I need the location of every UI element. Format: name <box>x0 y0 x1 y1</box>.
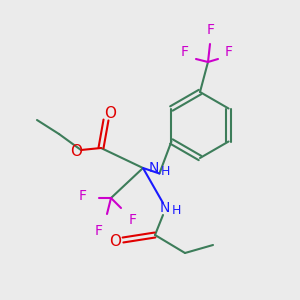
Text: F: F <box>181 45 189 59</box>
Text: H: H <box>171 203 181 217</box>
Text: N: N <box>149 161 159 175</box>
Text: F: F <box>207 23 215 37</box>
Text: O: O <box>104 106 116 122</box>
Text: N: N <box>160 201 170 215</box>
Text: O: O <box>109 233 121 248</box>
Text: F: F <box>95 224 103 238</box>
Text: F: F <box>79 189 87 203</box>
Text: O: O <box>70 143 82 158</box>
Text: F: F <box>129 213 137 227</box>
Text: F: F <box>225 45 233 59</box>
Text: H: H <box>160 165 170 178</box>
